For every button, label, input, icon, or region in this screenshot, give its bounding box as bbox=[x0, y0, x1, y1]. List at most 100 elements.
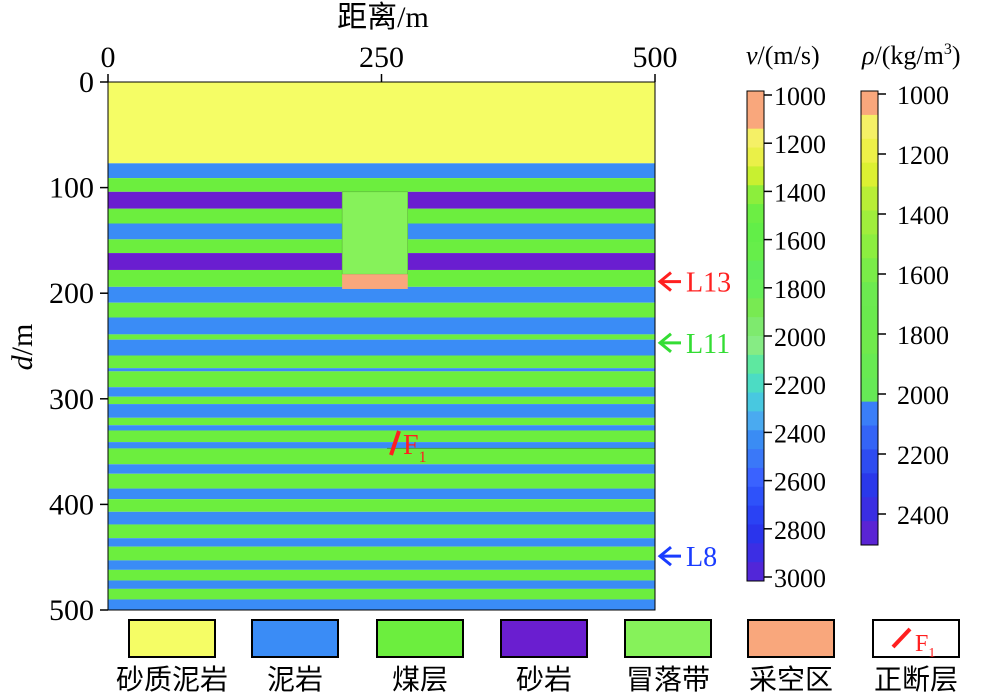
legend-swatch bbox=[251, 619, 339, 658]
legend-item-3: 砂岩 bbox=[500, 619, 588, 695]
vbar-segment bbox=[747, 185, 764, 205]
y-tick-label: 0 bbox=[79, 66, 94, 99]
legend-item-0: 砂质泥岩 bbox=[116, 619, 228, 695]
vbar-segment bbox=[747, 430, 764, 450]
layer-mudstone-35 bbox=[108, 580, 655, 589]
layer-mudstone-17 bbox=[108, 387, 655, 397]
vbar-tick-label: 2600 bbox=[774, 468, 826, 497]
layer-coal-18 bbox=[108, 396, 655, 405]
vbar-tick-label: 1800 bbox=[774, 275, 826, 304]
dbar-segment bbox=[861, 521, 878, 546]
vbar-segment bbox=[747, 392, 764, 412]
legend-swatch bbox=[376, 619, 464, 658]
layer-mudstone-15 bbox=[108, 368, 655, 372]
legend-label: 煤层 bbox=[392, 664, 448, 695]
dbar-tick-label: 1400 bbox=[897, 201, 949, 230]
dbar-segment bbox=[861, 258, 878, 283]
dbar-segment bbox=[861, 377, 878, 403]
y-tick-label: 200 bbox=[49, 277, 94, 310]
layer-mudstone-9 bbox=[108, 286, 655, 303]
caved-zone bbox=[341, 191, 409, 275]
vbar-segment bbox=[747, 486, 764, 507]
y-axis-title-symbol: d bbox=[6, 354, 39, 370]
layer-mudstone-37 bbox=[108, 599, 655, 610]
dbar-tick-label: 2000 bbox=[897, 381, 949, 410]
legend-label: 砂质泥岩 bbox=[116, 664, 228, 695]
vbar-segment bbox=[747, 279, 764, 299]
layer-mudstone-1 bbox=[108, 163, 655, 179]
dbar-segment bbox=[861, 473, 878, 498]
dbar-segment bbox=[861, 234, 878, 259]
fault-label: F1 bbox=[403, 430, 427, 466]
dbar-tick-label: 1000 bbox=[897, 81, 949, 110]
layer-mudstone-31 bbox=[108, 538, 655, 547]
dbar-segment bbox=[861, 353, 878, 379]
x-axis-ticks: 0 250 500 bbox=[101, 41, 678, 83]
vbar-segment bbox=[747, 147, 764, 167]
vbar-segment bbox=[747, 467, 764, 488]
density-colorbar: 1000 1200 1400 1600 1800 2000 2200 2400 bbox=[860, 81, 949, 546]
fault-symbol-line bbox=[389, 430, 401, 456]
level-arrow-head bbox=[657, 545, 672, 567]
x-tick-label: 500 bbox=[633, 41, 678, 74]
layer-coal-24 bbox=[108, 448, 655, 465]
legend-item-1: 泥岩 bbox=[251, 619, 339, 695]
layer-mudstone-19 bbox=[108, 404, 655, 418]
level-markers: L13 L11 L8 bbox=[657, 268, 731, 573]
dbar-frame bbox=[860, 90, 879, 546]
layer-coal-22 bbox=[108, 430, 655, 443]
vbar-segment bbox=[747, 562, 764, 582]
top-axis-title: 距离/m bbox=[337, 1, 429, 34]
dbar-segment bbox=[861, 497, 878, 522]
vbar-segment bbox=[747, 204, 764, 224]
dbar-segment bbox=[861, 401, 878, 427]
vbar-tick-label: 1200 bbox=[774, 130, 826, 159]
dbar-segment bbox=[861, 210, 878, 235]
legend-item-4: 冒落带 bbox=[624, 619, 712, 695]
y-tick-label: 400 bbox=[49, 488, 94, 521]
dbar-segment bbox=[861, 306, 878, 331]
vbar-segment bbox=[747, 505, 764, 525]
layer-mudstone-23 bbox=[108, 442, 655, 449]
y-tick-label: 500 bbox=[49, 594, 94, 627]
legend-swatch bbox=[500, 619, 588, 658]
dbar-tick-label: 1800 bbox=[897, 321, 949, 350]
vbar-segment bbox=[747, 298, 764, 318]
vbar-tick-label: 3000 bbox=[774, 564, 826, 593]
dbar-segment bbox=[861, 449, 878, 474]
layer-coal-36 bbox=[108, 588, 655, 600]
layer-mudstone-29 bbox=[108, 511, 655, 525]
legend-swatch bbox=[747, 619, 835, 658]
layer-mudstone-27 bbox=[108, 488, 655, 500]
level-marker-L11: L11 bbox=[657, 329, 730, 360]
layer-mudstone-21 bbox=[108, 425, 655, 431]
legend-swatch bbox=[624, 619, 712, 658]
vbar-segment bbox=[747, 109, 764, 130]
legend-label: 砂岩 bbox=[516, 664, 572, 695]
fault-legend-label: F1 bbox=[915, 631, 935, 661]
layer-coal-34 bbox=[108, 569, 655, 581]
fault-marker: F1 bbox=[389, 430, 427, 466]
dbar-segment bbox=[861, 91, 878, 116]
layer-coal-20 bbox=[108, 417, 655, 426]
vbar-segment bbox=[747, 241, 764, 262]
legend-item-5: 采空区 bbox=[747, 619, 835, 695]
vbar-segment bbox=[747, 260, 764, 280]
legend-label: 冒落带 bbox=[626, 664, 710, 695]
y-tick-label: 100 bbox=[49, 172, 94, 205]
level-marker-L13: L13 bbox=[657, 268, 731, 299]
vbar-segment bbox=[747, 317, 764, 337]
legend-label: 采空区 bbox=[749, 664, 833, 695]
level-arrow-head bbox=[657, 271, 672, 292]
layer-coal-2 bbox=[108, 178, 655, 192]
dbar-tick-label: 2400 bbox=[897, 501, 949, 530]
layer-coal-28 bbox=[108, 499, 655, 512]
vbar-segment bbox=[747, 336, 764, 356]
vbar-tick-label: 2000 bbox=[774, 323, 826, 352]
layer-mudstone-11 bbox=[108, 317, 655, 335]
level-label: L13 bbox=[686, 268, 731, 299]
legend-label: 正断层 bbox=[874, 664, 958, 695]
